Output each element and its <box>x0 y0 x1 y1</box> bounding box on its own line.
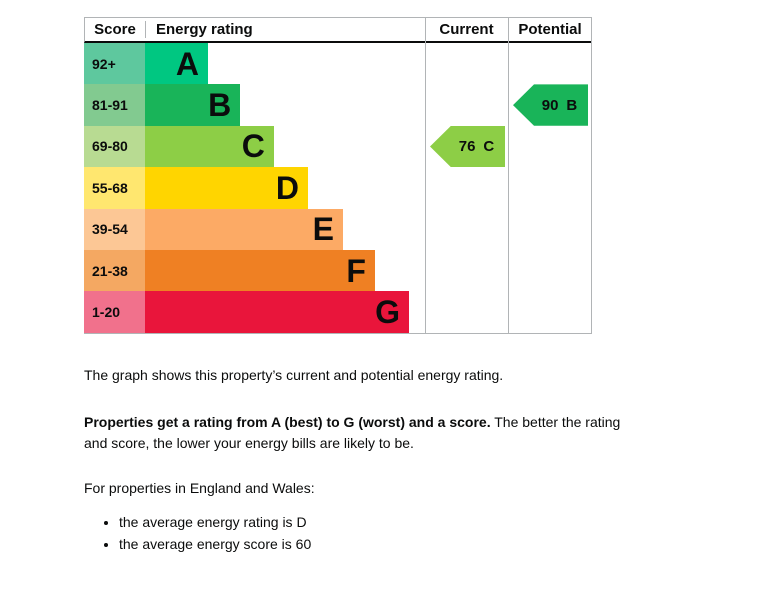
band-bar: A <box>145 43 208 85</box>
band-score-range: 55-68 <box>84 167 145 209</box>
averages-list: the average energy rating is D the avera… <box>84 511 636 555</box>
band-letter: E <box>312 211 334 248</box>
band-bar-area: C <box>145 125 425 168</box>
rating-explanation-rest: The better the rating and score, the low… <box>84 413 621 451</box>
band-bar: C <box>145 125 274 168</box>
band-letter: D <box>275 169 299 206</box>
chart-right-border <box>591 18 592 333</box>
band-row: 81-91 B <box>84 84 592 126</box>
band-row: 92+ A <box>84 43 592 85</box>
header-energy-rating: Energy rating <box>156 21 253 38</box>
band-bar: F <box>145 249 375 292</box>
band-bar-area: A <box>145 43 425 85</box>
header-score: Score <box>85 21 146 38</box>
region-paragraph: For properties in England and Wales: <box>84 479 315 496</box>
rating-explanation-paragraph: Properties get a rating from A (best) to… <box>84 412 636 454</box>
band-letter: F <box>346 252 366 289</box>
band-bar: B <box>145 84 241 126</box>
epc-rating-chart: Score Energy rating Current Potential 92… <box>84 17 592 334</box>
band-score-range: 1-20 <box>84 291 145 333</box>
band-bar-area: D <box>145 167 425 209</box>
potential-score: 90 <box>541 96 559 114</box>
list-item: the average energy rating is D <box>119 511 636 533</box>
band-score-range: 92+ <box>84 43 145 85</box>
band-score-range: 81-91 <box>84 84 145 126</box>
band-row: 21-38 F <box>84 249 592 292</box>
list-item: the average energy score is 60 <box>119 533 636 555</box>
header-current: Current <box>439 21 494 38</box>
column-divider-current <box>425 18 426 333</box>
band-bar-area: F <box>145 249 425 292</box>
rating-explanation-bold: Properties get a rating from A (best) to… <box>84 413 491 430</box>
band-letter: C <box>241 128 265 165</box>
band-score-range: 21-38 <box>84 249 145 292</box>
band-letter: G <box>375 294 401 331</box>
band-letter: B <box>208 87 232 124</box>
band-row: 1-20 G <box>84 291 592 333</box>
potential-letter: B <box>566 96 578 114</box>
intro-paragraph: The graph shows this property’s current … <box>84 366 504 383</box>
band-bar-area: E <box>145 208 425 250</box>
band-rows: 92+ A 81-91 B 69-80 C 55-68 D 39-54 E 21-38 F 1-20 G <box>84 43 592 333</box>
explanatory-text: The graph shows this property’s current … <box>84 365 636 555</box>
band-bar: E <box>145 208 343 250</box>
band-bar: G <box>145 291 410 333</box>
header-potential: Potential <box>518 21 582 38</box>
band-row: 55-68 D <box>84 167 592 209</box>
band-row: 39-54 E <box>84 208 592 250</box>
band-bar-area: B <box>145 84 425 126</box>
band-letter: A <box>175 45 199 82</box>
current-letter: C <box>483 137 495 155</box>
band-bar: D <box>145 167 308 209</box>
band-score-range: 69-80 <box>84 125 145 168</box>
band-row: 69-80 C <box>84 125 592 168</box>
band-bar-area: G <box>145 291 425 333</box>
current-score: 76 <box>458 137 476 155</box>
chart-header-row: Score Energy rating Current Potential <box>84 18 592 43</box>
band-score-range: 39-54 <box>84 208 145 250</box>
column-divider-potential <box>508 18 509 333</box>
